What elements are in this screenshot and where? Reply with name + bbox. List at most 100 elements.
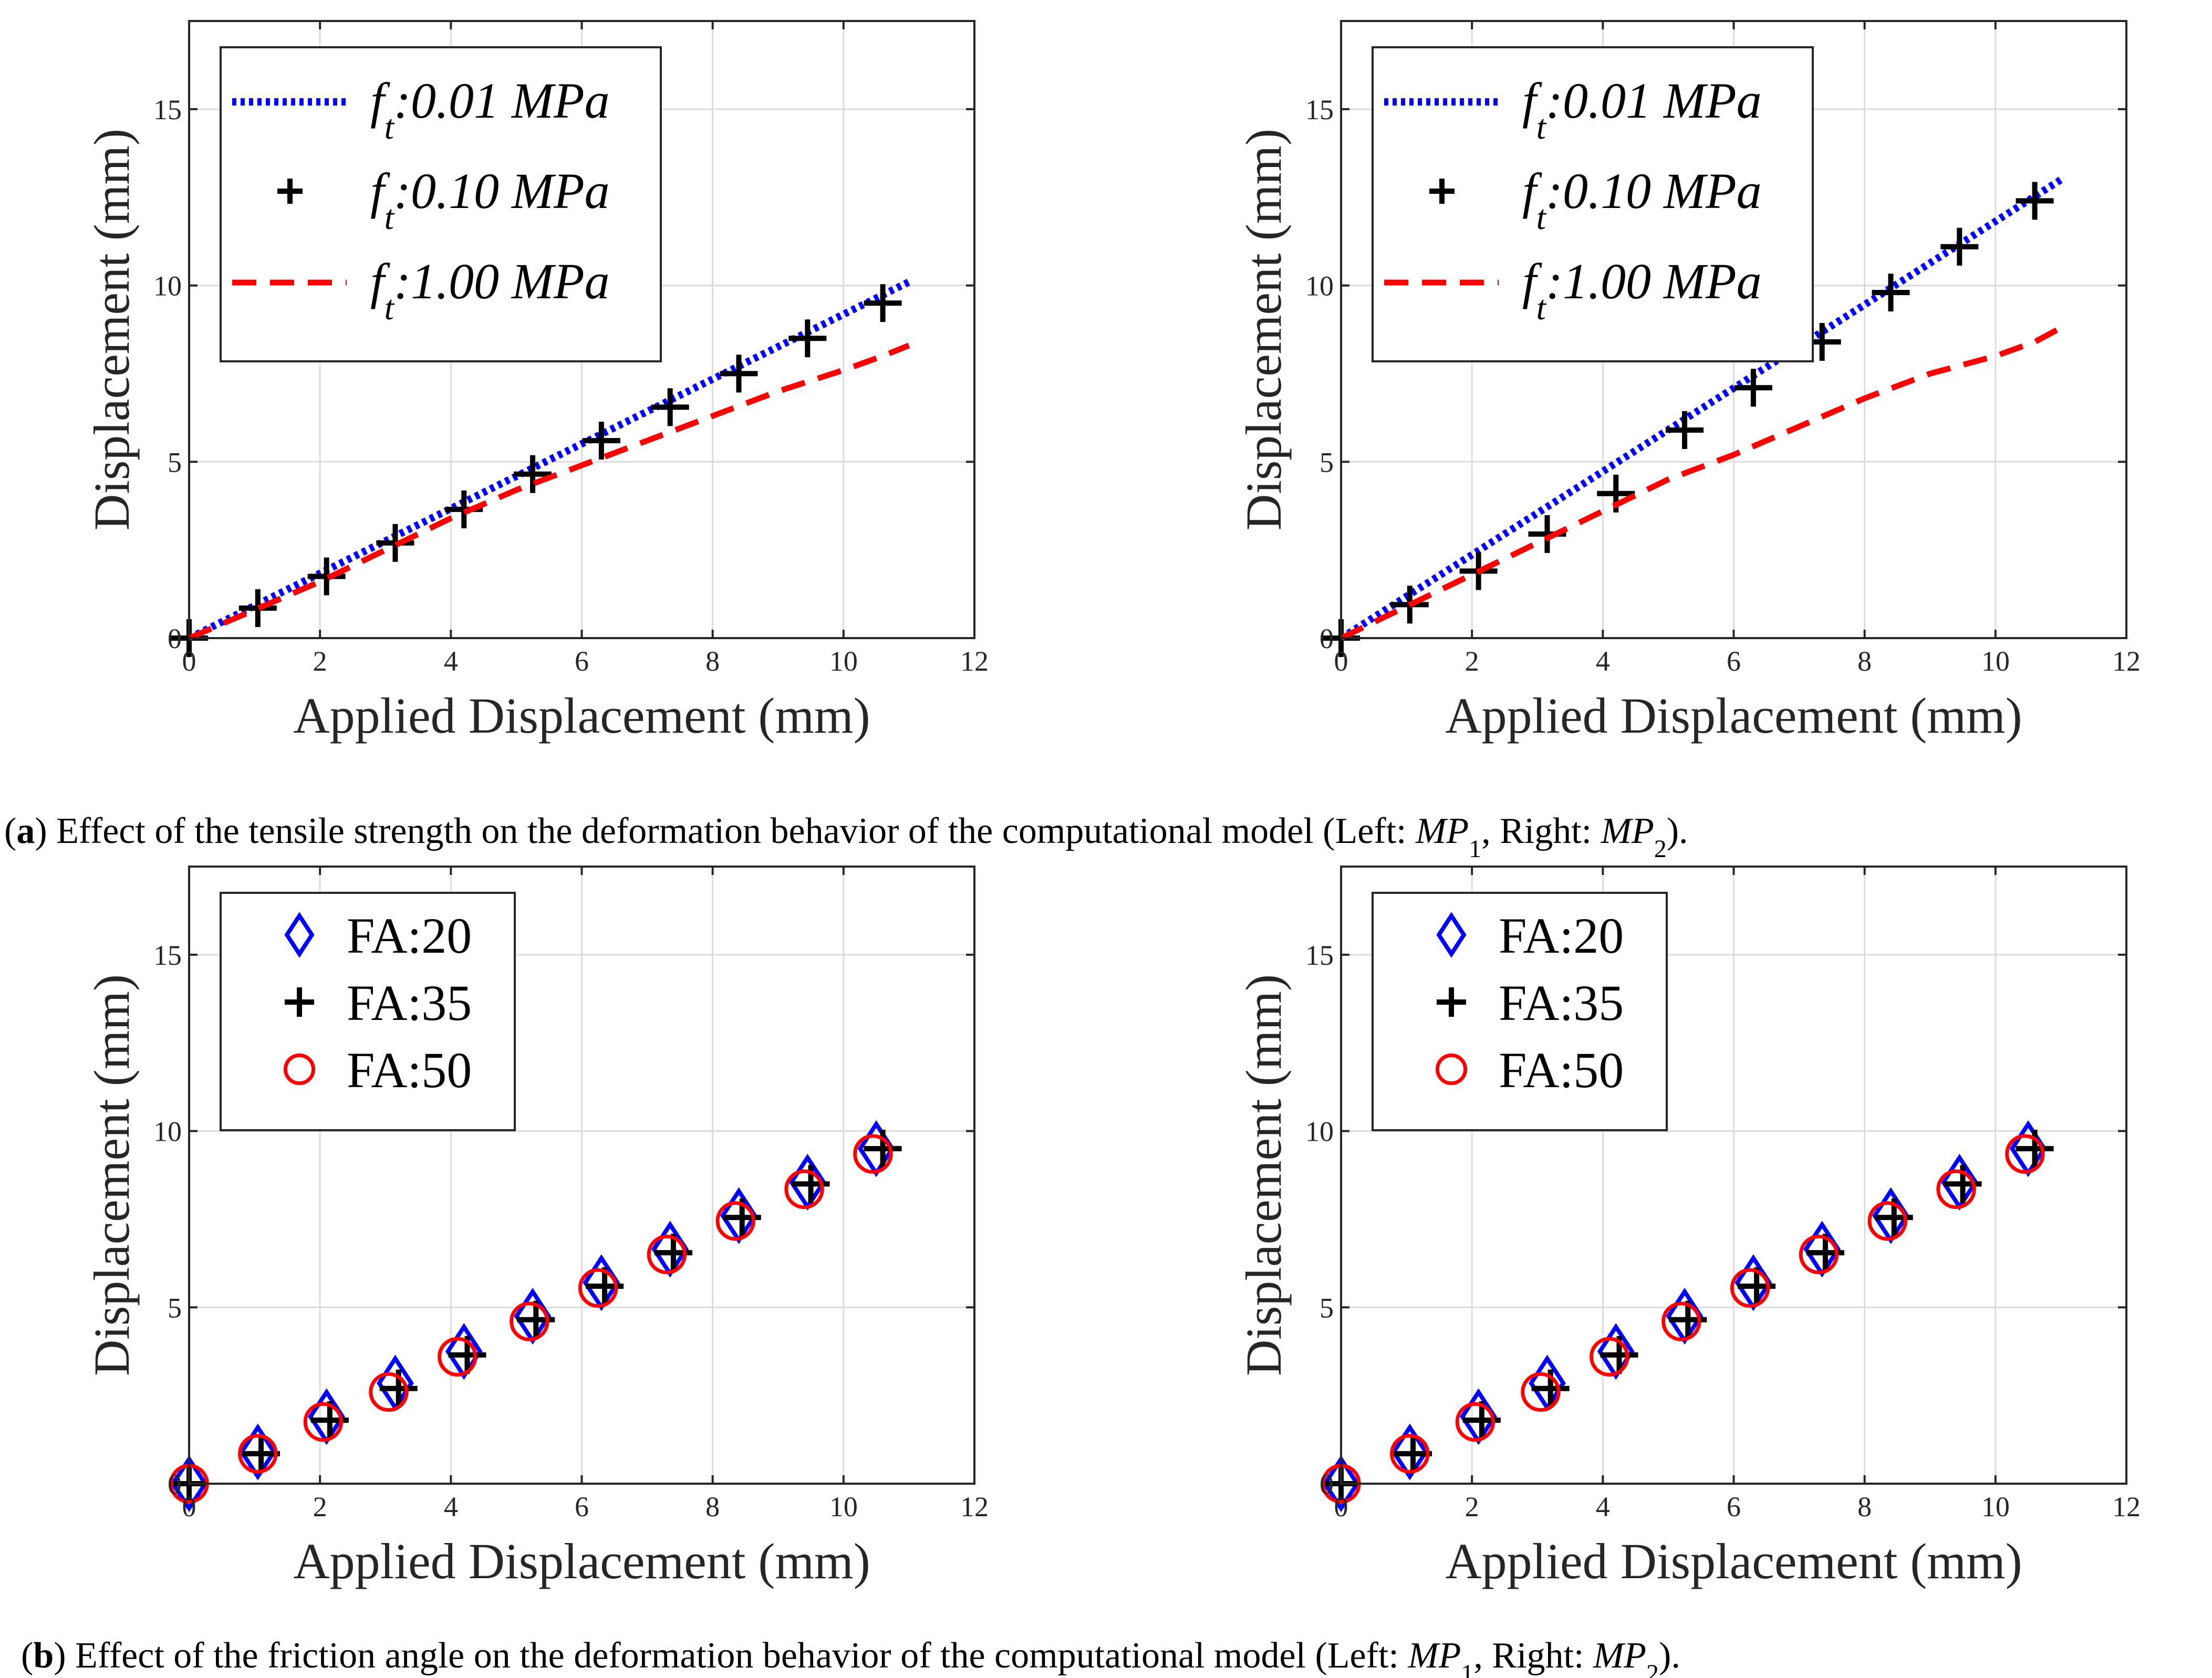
- data-point-red: [1799, 1234, 1839, 1275]
- diamond-marker: [1391, 1423, 1429, 1481]
- legend-entry: FA:50: [1435, 1042, 1624, 1098]
- data-point-red: [438, 1337, 477, 1377]
- x-tick-label: 6: [1727, 645, 1741, 677]
- legend-entry: FA:50: [283, 1042, 472, 1098]
- x-tick-label: 4: [444, 645, 458, 677]
- x-tick-label: 10: [1981, 1491, 2010, 1523]
- diamond-marker: [1322, 1455, 1360, 1513]
- data-point-blue: [1391, 1423, 1429, 1481]
- y-axis-label: Displacement (mm): [1235, 129, 1292, 530]
- data-point-black: [238, 589, 277, 627]
- legend-label: ft:0.01 MPa: [370, 72, 610, 147]
- data-point-black: [1940, 227, 1979, 266]
- circle-marker: [1521, 1372, 1561, 1412]
- data-point-blue: [170, 1455, 208, 1513]
- data-point-black: [1734, 369, 1772, 407]
- data-point-black: [1666, 411, 1704, 449]
- circle-marker: [238, 1434, 278, 1474]
- legend-label: ft:0.01 MPa: [1522, 72, 1762, 147]
- data-point-blue: [445, 1323, 483, 1380]
- data-point-black: [514, 455, 552, 493]
- legend-entry: ft:0.01 MPa: [1384, 72, 1762, 147]
- circle-marker: [1455, 1402, 1496, 1442]
- data-point-red: [510, 1301, 549, 1341]
- y-tick-label: 5: [1320, 446, 1334, 478]
- x-tick-label: 4: [1596, 645, 1610, 677]
- legend: FA:20 FA:35 FA:50: [220, 892, 516, 1131]
- legend-label: FA:20: [347, 908, 472, 964]
- circle-marker: [1867, 1201, 1907, 1241]
- legend-entry: ft:1.00 MPa: [232, 253, 610, 327]
- legend-entry: FA:20: [284, 908, 472, 964]
- x-tick-label: 4: [444, 1491, 458, 1523]
- diamond-marker: [239, 1423, 277, 1481]
- chart-b-right: 0 2 4 6 8 10 12 0 5 10 15 Applied Displacement (mm)…: [1235, 866, 2141, 1589]
- y-tick-label: 5: [168, 1292, 182, 1323]
- x-axis-label: Applied Displacement (mm): [293, 1533, 870, 1589]
- x-tick-label: 0: [1334, 645, 1348, 677]
- data-point-red: [715, 1201, 755, 1241]
- data-point-black: [2016, 182, 2054, 220]
- data-point-red: [853, 1134, 893, 1174]
- legend-entry: ft:0.10 MPa: [1429, 163, 1762, 237]
- legend-entry: FA:35: [1437, 975, 1624, 1031]
- data-point-black: [242, 1434, 281, 1473]
- series-group: [169, 1120, 902, 1513]
- series-line-red: [188, 342, 910, 641]
- x-axis-label: Applied Displacement (mm): [293, 687, 870, 744]
- diamond-marker: [170, 1455, 208, 1513]
- legend: FA:20 FA:35 FA:50: [1372, 892, 1668, 1131]
- data-point-red: [238, 1434, 278, 1474]
- data-point-red: [1867, 1201, 1907, 1241]
- caption-a: (a) Effect of the tensile strength on th…: [4, 811, 1688, 863]
- x-tick-label: 0: [1334, 1491, 1348, 1523]
- data-point-black: [1872, 274, 1910, 311]
- data-point-black: [651, 388, 689, 426]
- x-tick-label: 2: [313, 1491, 327, 1523]
- legend-entry: FA:35: [285, 975, 472, 1031]
- chart-panels: 0 2 4 6 8 10 12 0 5 10 15 Applied Displacement (mm)…: [84, 20, 2141, 1589]
- data-point-red: [1590, 1337, 1629, 1377]
- data-point-red: [1936, 1169, 1976, 1210]
- circle-marker: [1590, 1337, 1629, 1377]
- y-tick-label: 15: [153, 940, 182, 971]
- circle-marker: [1936, 1169, 1976, 1210]
- y-axis-label: Displacement (mm): [84, 974, 140, 1376]
- legend-label: FA:20: [1499, 908, 1624, 964]
- circle-marker: [1661, 1301, 1701, 1341]
- chart-b-left: 0 2 4 6 8 10 12 0 5 10 15 Applied Displacement (mm)…: [84, 866, 989, 1589]
- data-point-black: [720, 355, 758, 393]
- circle-marker: [1390, 1434, 1430, 1474]
- circle-marker: [647, 1234, 687, 1275]
- diamond-marker: [284, 912, 315, 958]
- data-point-black: [788, 319, 827, 358]
- data-point-black: [582, 422, 620, 460]
- y-tick-label: 15: [1305, 94, 1334, 126]
- legend-label: FA:50: [1499, 1042, 1624, 1098]
- x-tick-label: 12: [2112, 1491, 2141, 1523]
- series-group: [1322, 176, 2063, 657]
- x-axis-label: Applied Displacement (mm): [1445, 687, 2022, 744]
- data-point-red: [1390, 1434, 1430, 1474]
- x-tick-label: 8: [705, 1491, 720, 1523]
- x-tick-label: 4: [1596, 1491, 1610, 1523]
- x-tick-label: 6: [1727, 1491, 1741, 1523]
- data-point-red: [1730, 1268, 1770, 1308]
- y-tick-label: 10: [153, 1116, 182, 1148]
- legend-label: FA:50: [347, 1042, 472, 1098]
- y-tick-label: 0: [1320, 1468, 1334, 1500]
- y-tick-label: 15: [153, 94, 182, 126]
- x-tick-label: 2: [1465, 645, 1479, 677]
- circle-marker: [2005, 1134, 2045, 1174]
- legend-label: ft:1.00 MPa: [1522, 253, 1762, 327]
- x-tick-label: 12: [960, 1491, 989, 1523]
- legend-entry: ft:1.00 MPa: [1384, 253, 1762, 327]
- circle-marker: [578, 1268, 618, 1308]
- x-tick-label: 10: [829, 1491, 858, 1523]
- data-point-red: [369, 1372, 409, 1412]
- circle-marker: [1435, 1053, 1468, 1086]
- x-tick-label: 0: [182, 1491, 196, 1523]
- legend-entry: FA:20: [1436, 908, 1624, 964]
- x-tick-label: 8: [1857, 1491, 1872, 1523]
